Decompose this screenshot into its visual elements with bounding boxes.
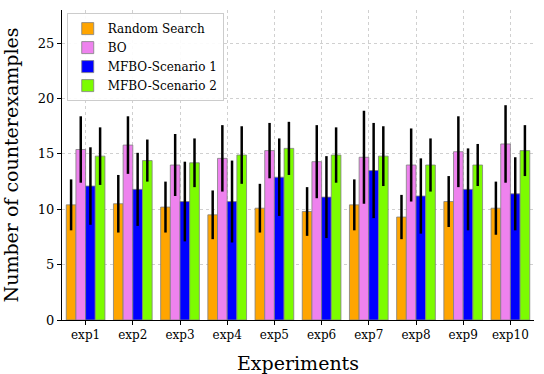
svg-text:MFBO-Scenario 2: MFBO-Scenario 2 bbox=[108, 79, 217, 93]
svg-text:exp2: exp2 bbox=[118, 328, 147, 342]
svg-text:20: 20 bbox=[38, 91, 55, 106]
svg-text:MFBO-Scenario 1: MFBO-Scenario 1 bbox=[108, 60, 217, 74]
svg-text:25: 25 bbox=[38, 36, 55, 51]
svg-text:Random Search: Random Search bbox=[108, 22, 205, 36]
svg-text:10: 10 bbox=[38, 202, 55, 217]
svg-text:exp9: exp9 bbox=[449, 328, 478, 342]
svg-text:exp10: exp10 bbox=[492, 328, 529, 342]
svg-text:5: 5 bbox=[46, 257, 54, 272]
svg-text:Experiments: Experiments bbox=[237, 352, 359, 374]
svg-text:exp4: exp4 bbox=[213, 328, 243, 342]
svg-text:Number of counterexamples: Number of counterexamples bbox=[0, 28, 22, 303]
svg-text:exp7: exp7 bbox=[354, 328, 383, 342]
svg-text:exp3: exp3 bbox=[165, 328, 194, 342]
svg-text:exp8: exp8 bbox=[401, 328, 430, 342]
svg-text:BO: BO bbox=[108, 41, 127, 55]
svg-text:0: 0 bbox=[46, 313, 54, 328]
svg-text:exp1: exp1 bbox=[71, 328, 100, 342]
svg-text:exp5: exp5 bbox=[260, 328, 289, 342]
svg-text:15: 15 bbox=[38, 146, 55, 161]
svg-text:exp6: exp6 bbox=[307, 328, 336, 342]
